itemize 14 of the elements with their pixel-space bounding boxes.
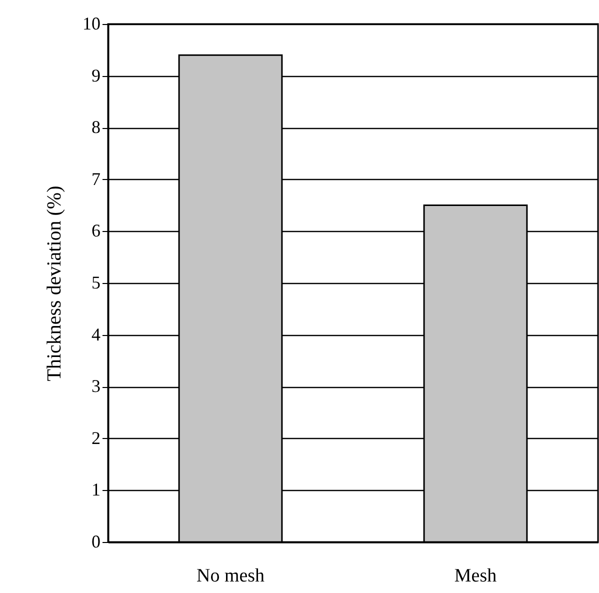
x-tick-label: Mesh [454,566,498,586]
y-tick-label: 1 [92,480,100,500]
y-tick-label: 2 [92,428,100,448]
y-tick-label: 9 [92,65,100,86]
y-tick-label: 10 [82,14,100,34]
y-tick-label: 6 [92,220,100,241]
y-tick-label: 3 [92,376,100,396]
x-tick-label: No mesh [196,566,266,586]
y-tick-label: 0 [92,532,100,552]
y-tick-label: 5 [92,272,100,292]
y-tick-label: 7 [92,168,100,189]
y-tick-label: 8 [92,117,100,138]
y-tick-label: 4 [92,324,100,344]
y-axis-title: Thickness deviation (%) [44,186,66,382]
